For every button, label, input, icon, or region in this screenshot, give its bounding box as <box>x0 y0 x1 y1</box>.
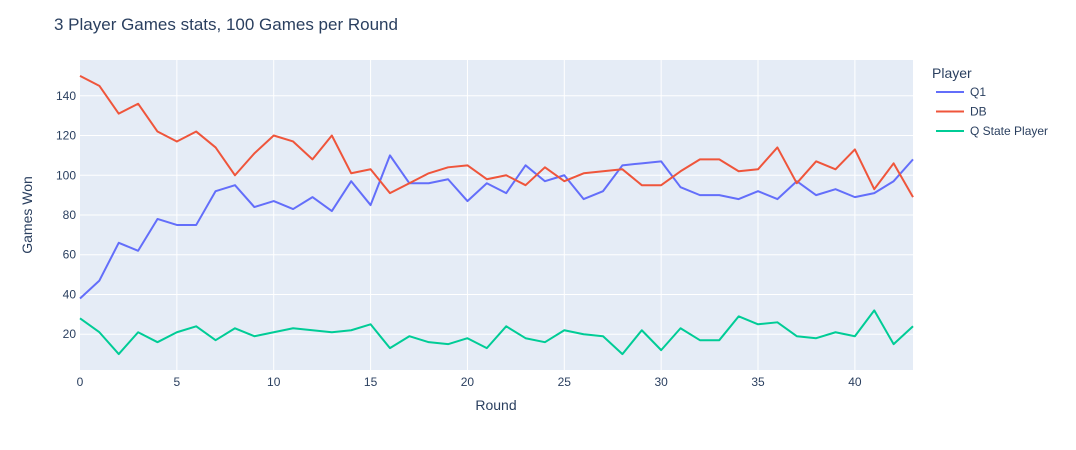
x-tick-label: 0 <box>77 375 84 389</box>
y-tick-label: 20 <box>63 327 77 341</box>
chart-title: 3 Player Games stats, 100 Games per Roun… <box>54 15 398 34</box>
y-tick-label: 80 <box>63 208 77 222</box>
x-tick-label: 30 <box>654 375 668 389</box>
x-tick-label: 20 <box>461 375 475 389</box>
y-gridlines <box>80 95 913 335</box>
x-tick-label: 35 <box>751 375 765 389</box>
x-tick-label: 5 <box>174 375 181 389</box>
legend-title: Player <box>932 65 972 81</box>
x-axis-title: Round <box>475 397 516 413</box>
legend-item-q-state-player[interactable]: Q State Player <box>936 124 1048 138</box>
y-tick-label: 120 <box>56 129 76 143</box>
legend-item-q1[interactable]: Q1 <box>936 85 986 99</box>
x-axis-ticks: 0 5 10 15 20 25 30 35 40 <box>77 375 862 389</box>
y-tick-label: 100 <box>56 168 76 182</box>
legend-item-db[interactable]: DB <box>936 105 987 119</box>
legend-label: Q State Player <box>970 124 1048 138</box>
y-axis-ticks: 20 40 60 80 100 120 140 <box>56 89 76 341</box>
legend-label: Q1 <box>970 85 986 99</box>
x-tick-label: 25 <box>558 375 572 389</box>
y-axis-title: Games Won <box>19 176 35 254</box>
x-tick-label: 15 <box>364 375 378 389</box>
y-tick-label: 140 <box>56 89 76 103</box>
x-tick-label: 40 <box>848 375 862 389</box>
series-lines <box>79 75 914 356</box>
series-line-q-state-player <box>79 309 914 356</box>
legend-label: DB <box>970 105 987 119</box>
y-tick-label: 60 <box>63 248 77 262</box>
legend: Player Q1 DB Q State Player <box>932 65 1048 138</box>
series-line-db <box>79 75 914 198</box>
y-tick-label: 40 <box>63 287 77 301</box>
legend-items: Q1 DB Q State Player <box>936 85 1048 138</box>
x-tick-label: 10 <box>267 375 281 389</box>
series-line-q1 <box>79 154 914 300</box>
